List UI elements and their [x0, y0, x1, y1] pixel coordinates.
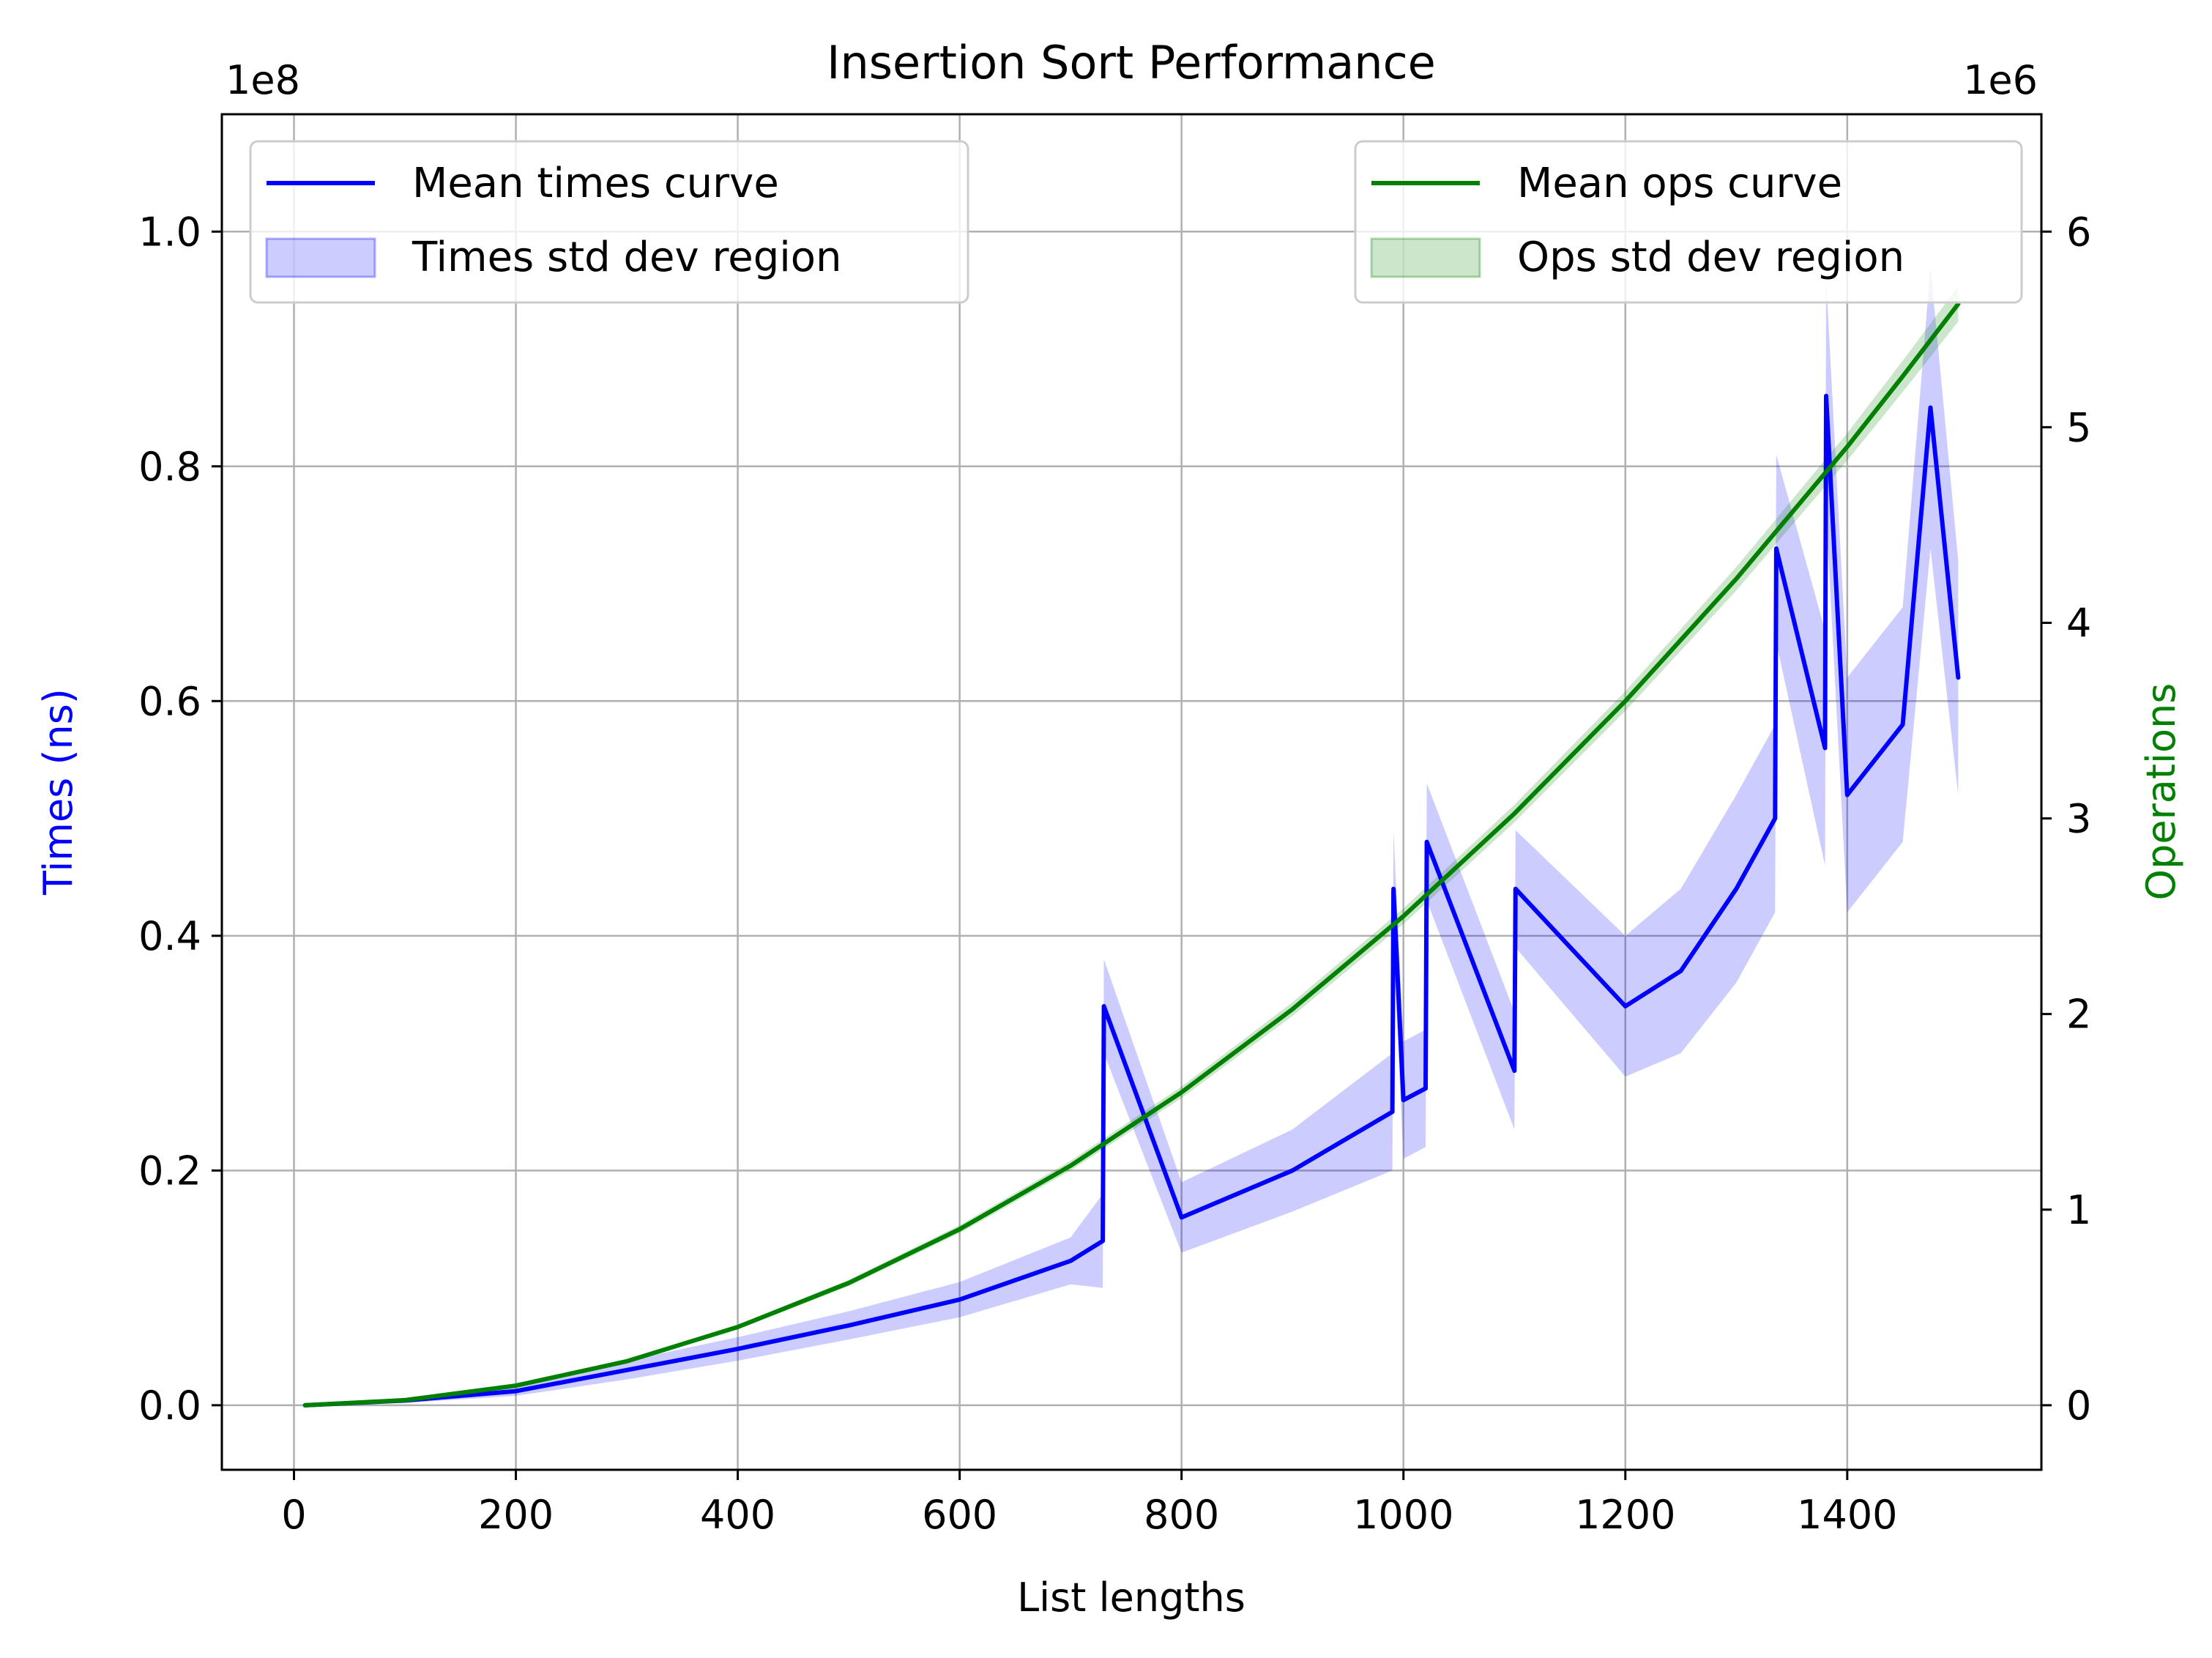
x-tick-label: 1200 [1575, 1492, 1675, 1538]
right-y-tick-label: 3 [2066, 796, 2091, 842]
legend-times-line-label: Mean times curve [412, 160, 779, 207]
legend-times: Mean times curve Times std dev region [249, 140, 969, 304]
left-y-tick-label: 0.8 [138, 444, 201, 490]
legend-times-band-swatch [265, 237, 376, 278]
left-axis-multiplier: 1e8 [226, 57, 300, 103]
right-y-tick-label: 4 [2066, 600, 2091, 646]
legend-times-band-label: Times std dev region [412, 234, 842, 281]
x-axis-label: List lengths [1017, 1575, 1245, 1621]
mean-curves [302, 302, 1961, 1408]
left-y-tick-label: 0.6 [138, 678, 201, 724]
x-tick-label: 800 [1144, 1492, 1219, 1538]
legend-ops: Mean ops curve Ops std dev region [1354, 140, 2023, 304]
grid-lines [222, 114, 2041, 1470]
left-y-tick-label: 1.0 [138, 209, 201, 255]
x-tick-label: 1000 [1353, 1492, 1453, 1538]
legend-ops-line-label: Mean ops curve [1517, 160, 1842, 207]
right-y-tick-label: 2 [2066, 992, 2091, 1038]
mean-curve-1 [302, 302, 1961, 1408]
left-y-tick-label: 0.4 [138, 913, 201, 959]
x-axis-ticks: 0 200 400 600 800 1000 1200 1400 [281, 1470, 1898, 1538]
right-axis-multiplier: 1e6 [1963, 57, 2038, 103]
legend-ops-band-label: Ops std dev region [1517, 234, 1904, 281]
plot-frame [220, 113, 2043, 1471]
right-y-tick-label: 1 [2066, 1187, 2091, 1233]
right-y-tick-label: 5 [2066, 404, 2091, 450]
left-y-tick-label: 0.0 [138, 1383, 201, 1429]
chart-title: Insertion Sort Performance [827, 36, 1436, 89]
legend-ops-band-swatch [1370, 237, 1481, 278]
x-tick-label: 600 [922, 1492, 997, 1538]
right-y-axis-ticks: 0 1 2 3 4 5 6 [2041, 209, 2091, 1429]
right-y-axis-label: Operations [2138, 683, 2184, 901]
mean-curve-0 [302, 393, 1961, 1408]
right-y-tick-label: 0 [2066, 1383, 2091, 1429]
x-tick-label: 400 [700, 1492, 775, 1538]
x-tick-label: 200 [478, 1492, 554, 1538]
legend-times-frame [249, 140, 969, 304]
x-tick-label: 0 [281, 1492, 306, 1538]
x-tick-label: 1400 [1797, 1492, 1897, 1538]
left-y-axis-ticks: 0.0 0.2 0.4 0.6 0.8 1.0 [138, 209, 222, 1429]
left-y-tick-label: 0.2 [138, 1148, 201, 1194]
legend-ops-frame [1354, 140, 2023, 304]
right-y-tick-label: 6 [2066, 209, 2091, 255]
left-y-axis-label: Times (ns) [35, 688, 81, 896]
